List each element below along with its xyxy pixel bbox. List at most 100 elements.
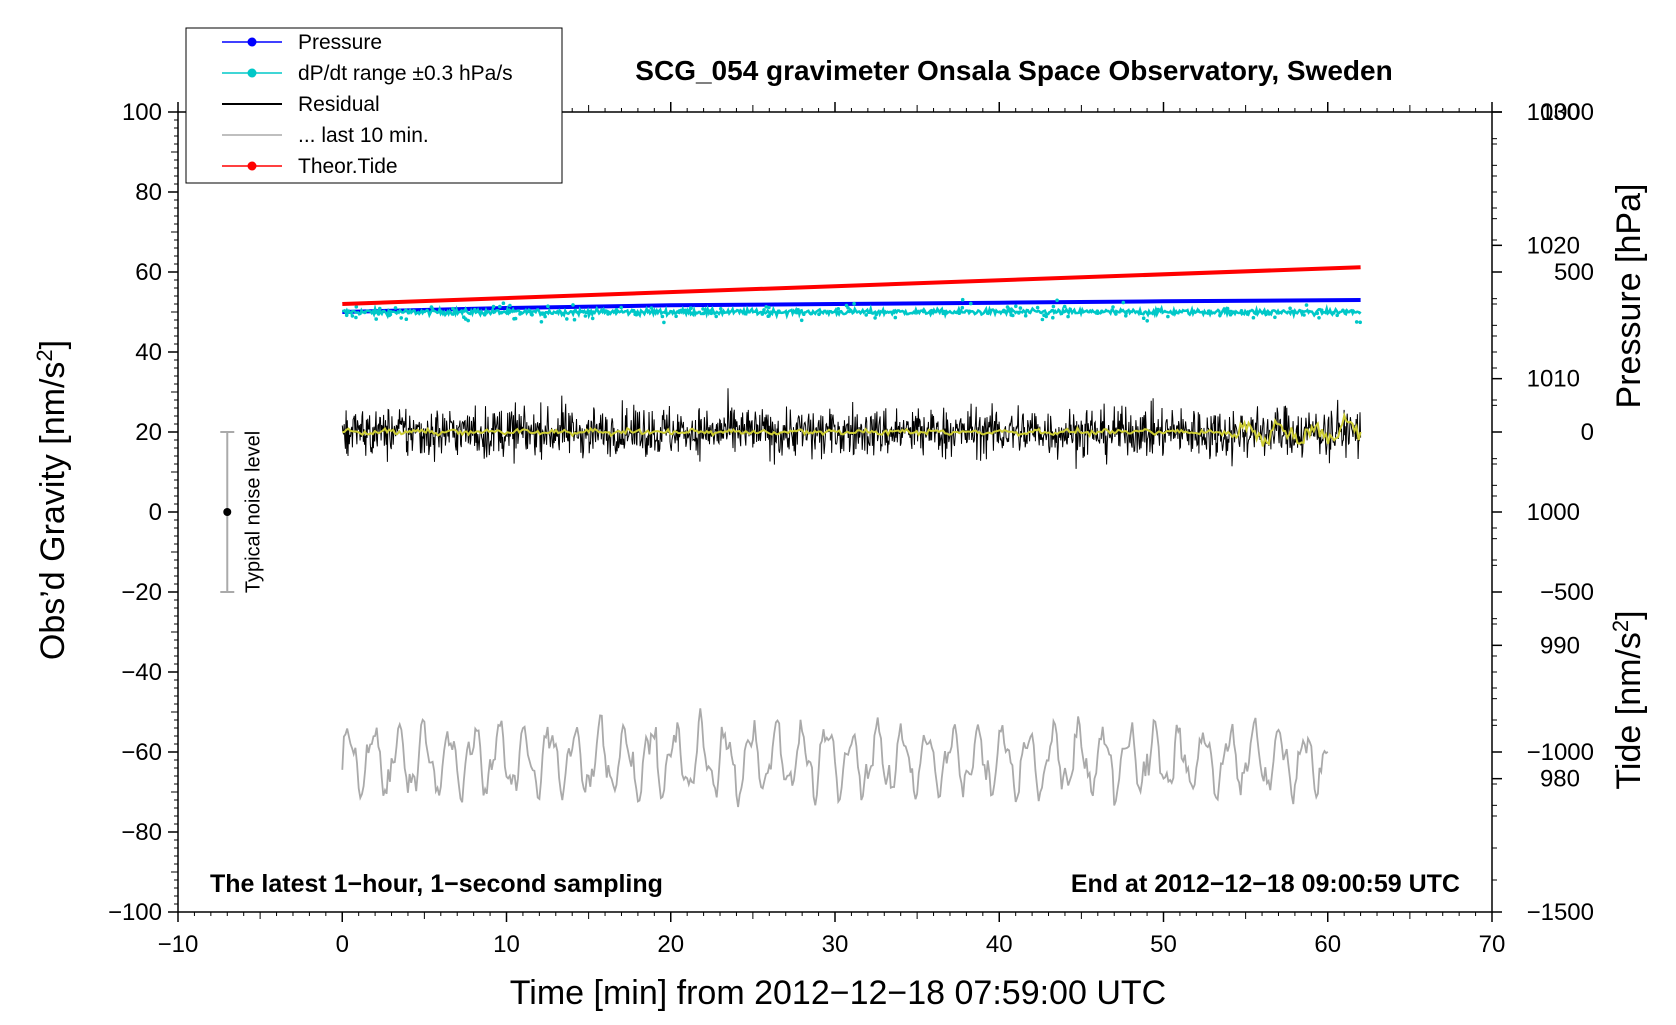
- y-pressure-tick-label: 1010: [1527, 366, 1580, 393]
- dpdt-point: [1273, 315, 1277, 320]
- legend-label: dP/dt range ±0.3 hPa/s: [298, 62, 513, 85]
- y-pressure-tick-label: 1030: [1527, 99, 1580, 126]
- y-left-tick-label: 80: [135, 179, 162, 206]
- dpdt-point: [583, 314, 588, 318]
- dpdt-point: [406, 310, 411, 315]
- dpdt-point: [1121, 300, 1126, 305]
- legend-label: ... last 10 min.: [298, 124, 429, 147]
- dpdt-point: [1218, 313, 1222, 318]
- dpdt-point: [873, 316, 877, 320]
- ticks-layer: −10 0 10 20 30 40 50 60 70100806040200−20−40−60−…: [108, 99, 1594, 958]
- y-left-tick-label: 0: [149, 499, 162, 526]
- dpdt-point: [701, 311, 706, 316]
- dpdt-point: [1239, 309, 1244, 313]
- y-axis-pressure-title: Pressure [hPa]: [1610, 184, 1648, 409]
- y-tide-tick-label: −500: [1540, 579, 1594, 606]
- dpdt-point: [451, 306, 455, 311]
- dpdt-point: [709, 311, 714, 316]
- dpdt-point: [606, 312, 610, 316]
- dpdt-point: [817, 312, 821, 317]
- dpdt-point: [518, 312, 522, 316]
- dpdt-point: [527, 309, 532, 314]
- dpdt-point: [590, 316, 595, 321]
- series-layer: [341, 265, 1362, 808]
- residual-smoothed-line: [342, 411, 1362, 447]
- dpdt-point: [714, 314, 718, 319]
- y-tide-tick-label: 0: [1581, 419, 1594, 446]
- dpdt-point: [1023, 313, 1028, 318]
- dpdt-point: [1196, 309, 1201, 313]
- dpdt-point: [344, 313, 349, 318]
- dpdt-point: [1302, 313, 1306, 317]
- dpdt-point: [1304, 303, 1309, 307]
- dpdt-point: [482, 312, 487, 317]
- dpdt-point: [499, 310, 504, 315]
- dpdt-point: [921, 309, 926, 314]
- x-tick-label: −10: [158, 931, 199, 958]
- dpdt-point: [1124, 311, 1128, 315]
- dpdt-point: [1051, 315, 1055, 320]
- dpdt-point: [1100, 309, 1104, 314]
- dpdt-point: [1350, 309, 1355, 313]
- dpdt-point: [662, 320, 666, 325]
- noise-indicator: Typical noise level: [220, 431, 264, 593]
- noise-label: Typical noise level: [242, 431, 264, 593]
- tide-series-line: [342, 265, 1361, 306]
- dpdt-point: [588, 309, 593, 314]
- dpdt-point: [844, 303, 849, 308]
- dpdt-point: [1358, 320, 1362, 325]
- y-tide-tick-label: 1000: [1541, 99, 1594, 126]
- dpdt-point: [1225, 306, 1230, 311]
- dpdt-point: [1319, 308, 1324, 313]
- y-axis-left-title: Obs’d Gravity [nm/s2]: [32, 340, 73, 660]
- y-pressure-tick-label: 1000: [1527, 499, 1580, 526]
- dpdt-point: [603, 309, 608, 313]
- y-left-tick-label: −100: [108, 899, 162, 926]
- dpdt-point: [1228, 312, 1233, 317]
- dpdt-point: [683, 308, 687, 313]
- dpdt-point: [1154, 307, 1159, 312]
- y-left-tick-label: 40: [135, 339, 162, 366]
- dpdt-point: [1055, 298, 1059, 303]
- dpdt-point: [637, 312, 641, 316]
- dpdt-point: [374, 317, 379, 321]
- dpdt-point: [1018, 306, 1023, 310]
- dpdt-point: [847, 309, 852, 314]
- dpdt-point: [513, 316, 518, 321]
- dpdt-point: [674, 314, 678, 319]
- x-tick-label: 50: [1150, 931, 1177, 958]
- dpdt-point: [1111, 305, 1115, 309]
- dpdt-point: [967, 309, 972, 314]
- y-tide-tick-label: −1500: [1527, 899, 1594, 926]
- legend-marker: [247, 161, 257, 171]
- dpdt-point: [1251, 315, 1256, 320]
- dpdt-point: [572, 317, 577, 322]
- dpdt-point: [573, 308, 578, 313]
- dpdt-point: [1331, 311, 1336, 315]
- dpdt-point: [1335, 313, 1339, 318]
- dpdt-point: [1206, 309, 1211, 314]
- chart-title: SCG_054 gravimeter Onsala Space Observat…: [635, 55, 1392, 86]
- dpdt-point: [404, 317, 409, 322]
- y-left-tick-label: −60: [121, 739, 162, 766]
- dpdt-point: [491, 304, 496, 309]
- dpdt-point: [354, 305, 359, 309]
- dpdt-point: [399, 316, 404, 320]
- dpdt-point: [1017, 311, 1021, 315]
- y-pressure-tick-label: 1020: [1527, 232, 1580, 259]
- x-tick-label: 0: [336, 931, 349, 958]
- dpdt-point: [473, 307, 477, 312]
- dpdt-point: [634, 312, 639, 317]
- last-10min-series-line: [341, 708, 1329, 808]
- legend: Pressure dP/dt range ±0.3 hPa/s Residual..…: [185, 27, 563, 184]
- dpdt-point: [719, 307, 723, 311]
- dpdt-point: [571, 303, 575, 307]
- dpdt-point: [1315, 311, 1320, 316]
- dpdt-point: [960, 297, 965, 302]
- y-tide-tick-label: −1000: [1527, 739, 1594, 766]
- x-tick-label: 10: [493, 931, 520, 958]
- dpdt-point: [386, 311, 391, 316]
- dpdt-point: [543, 314, 547, 319]
- dpdt-point: [1166, 314, 1170, 319]
